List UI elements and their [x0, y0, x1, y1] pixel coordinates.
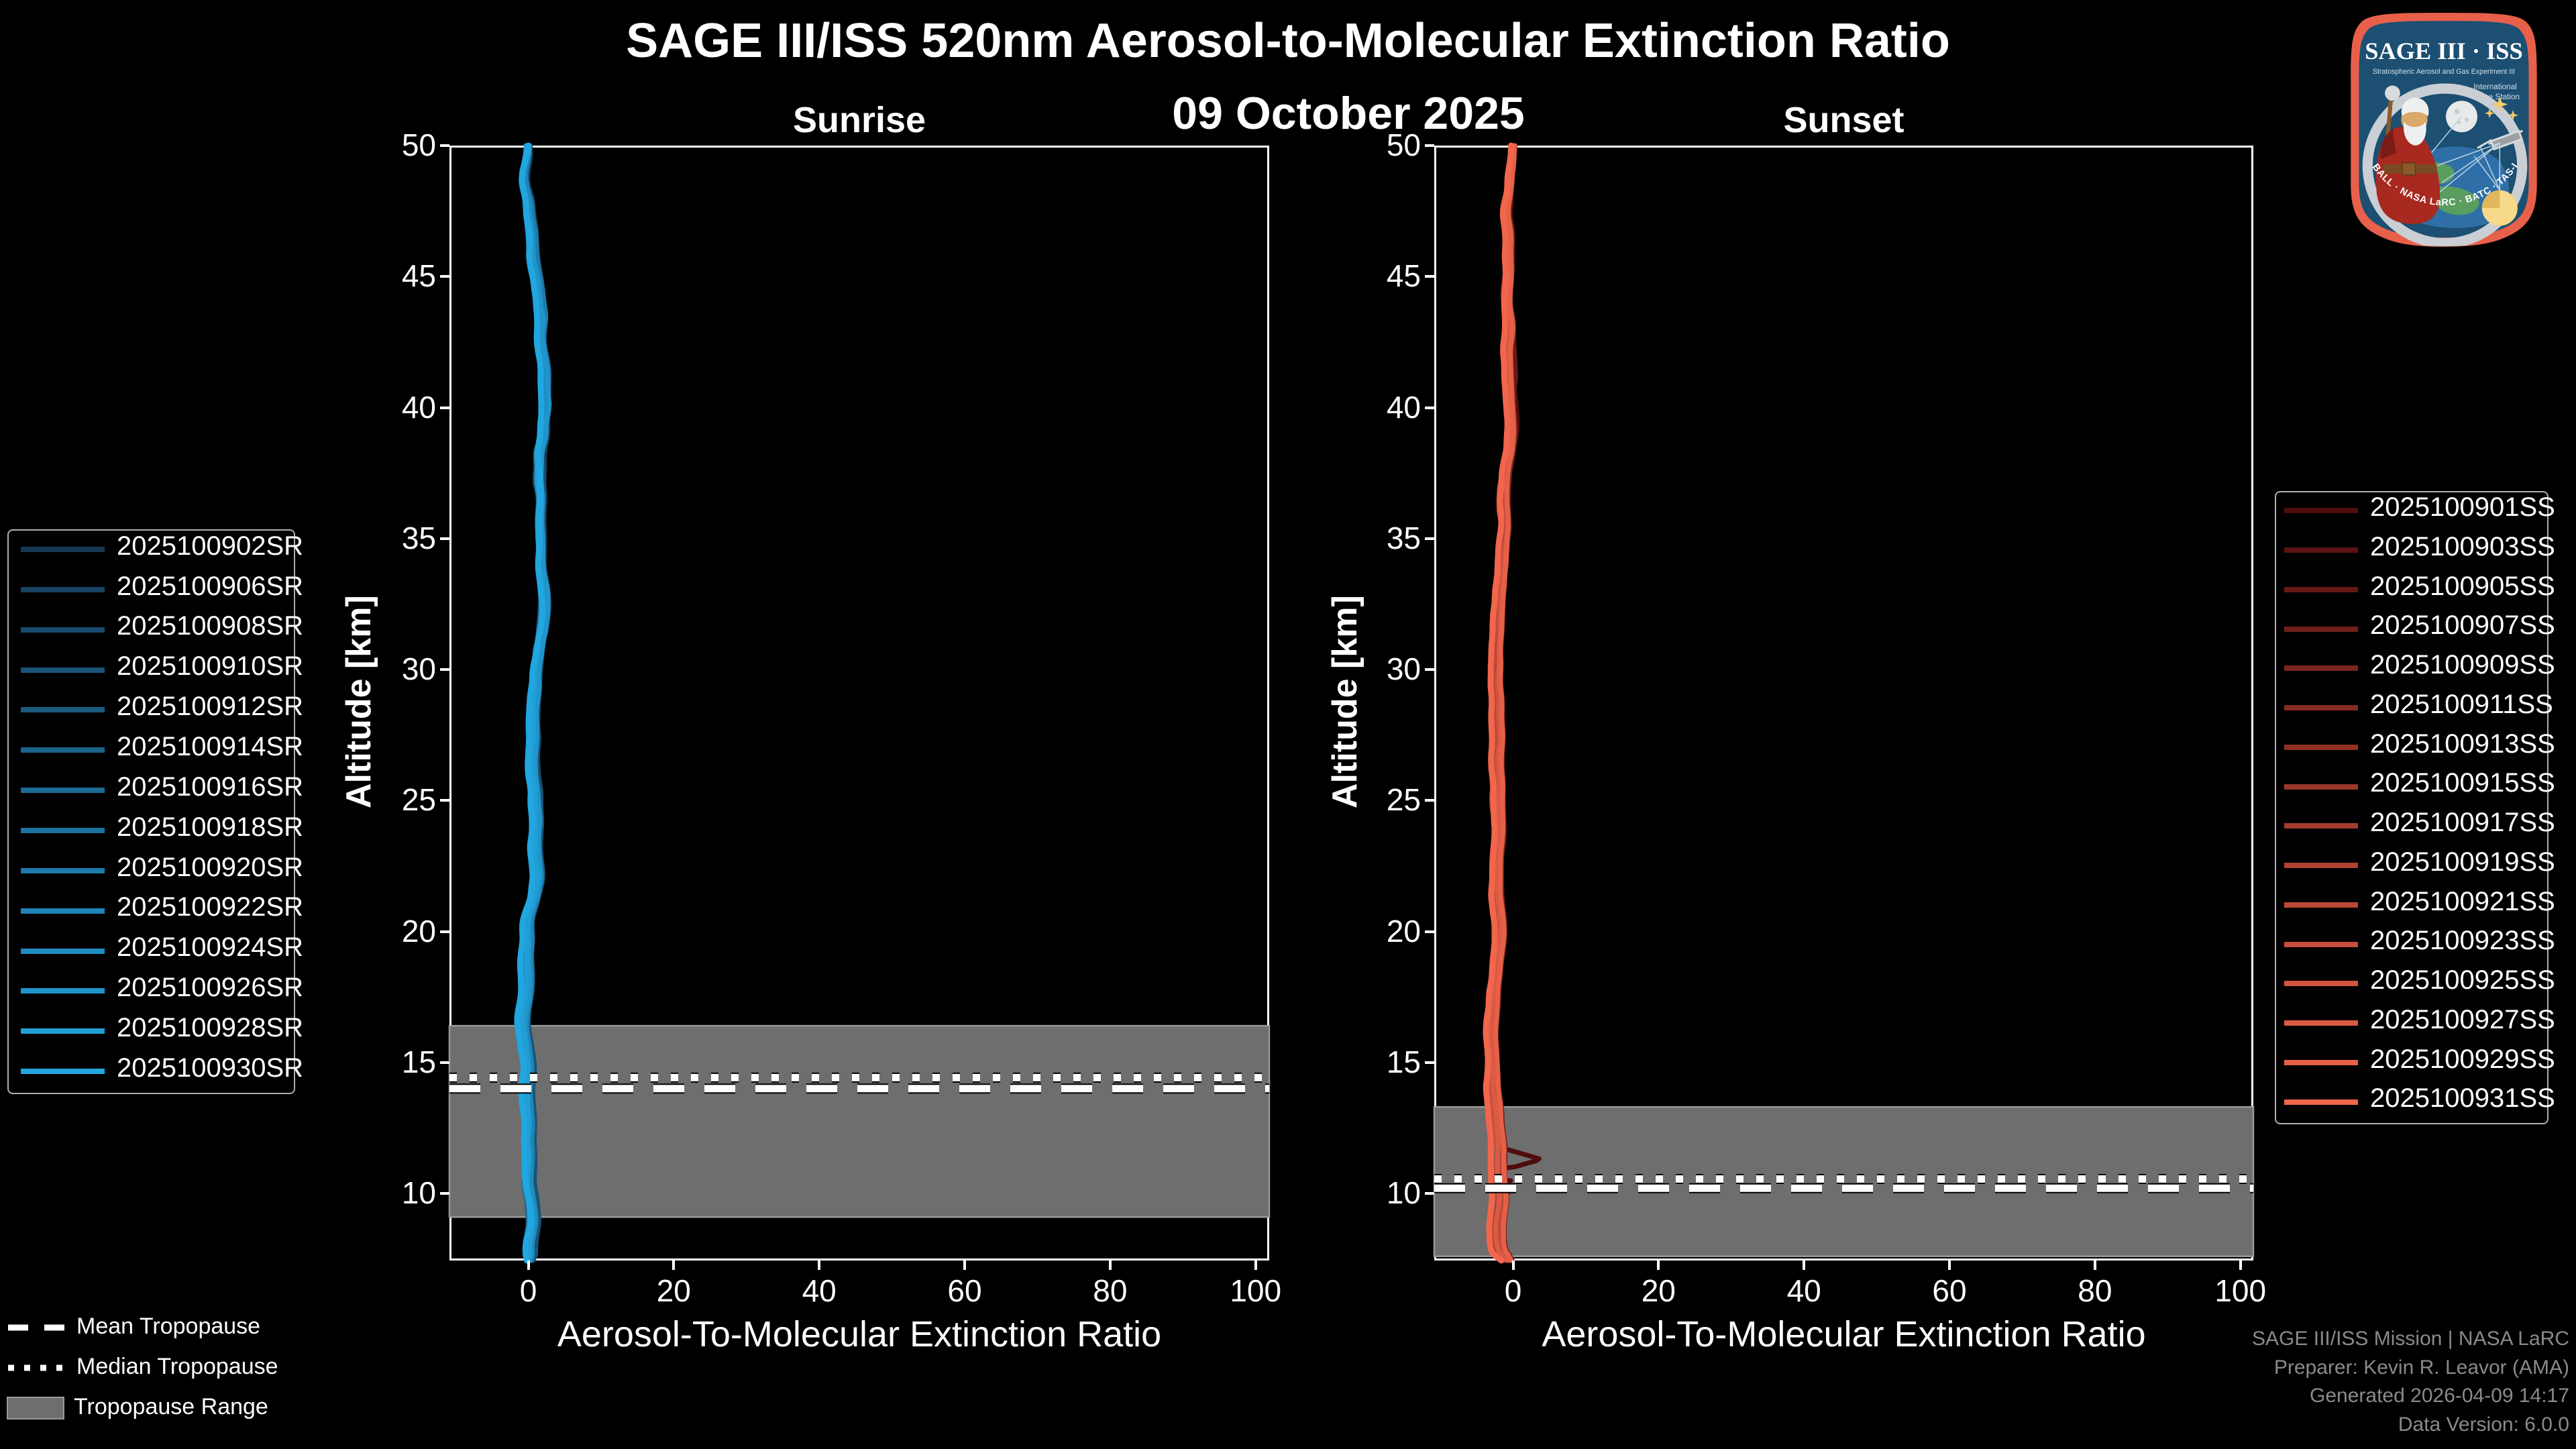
- svg-text:International: International: [2473, 83, 2517, 91]
- svg-text:SAGE III · ISS: SAGE III · ISS: [2365, 38, 2522, 64]
- svg-text:Stratospheric Aerosol and Gas: Stratospheric Aerosol and Gas Experiment…: [2373, 68, 2515, 76]
